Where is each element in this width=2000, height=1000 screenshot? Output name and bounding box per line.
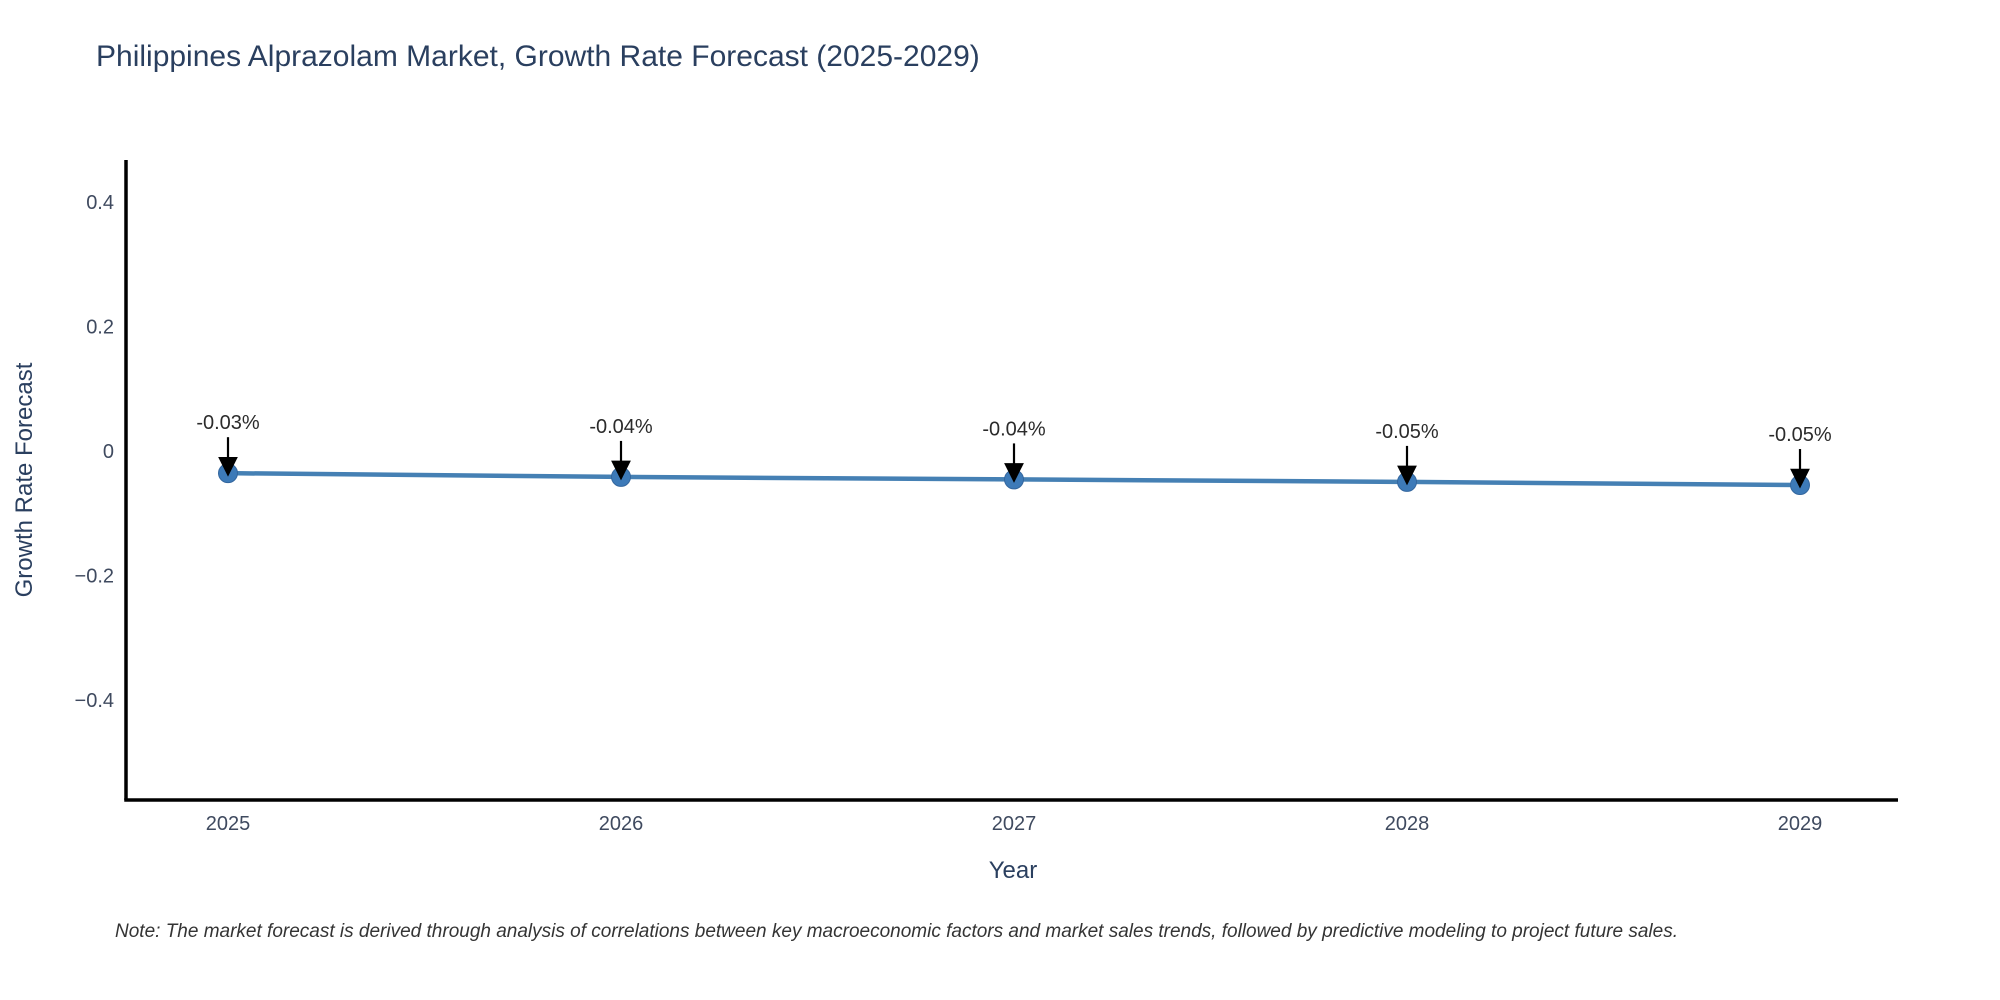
annotation-label: -0.03%	[196, 412, 260, 434]
x-tick-label: 2028	[1385, 813, 1430, 835]
footnote: Note: The market forecast is derived thr…	[115, 921, 1678, 942]
data-point-marker[interactable]	[611, 466, 631, 487]
x-axis-tick-labels: 2025 2026 2027 2028 2029	[206, 813, 1823, 835]
y-tick-label: 0.2	[86, 316, 114, 338]
y-tick-label: −0.4	[75, 690, 114, 712]
annotation-label: -0.05%	[1768, 424, 1832, 446]
chart-title: Philippines Alprazolam Market, Growth Ra…	[96, 40, 980, 73]
y-tick-label: −0.2	[75, 566, 114, 588]
y-axis-tick-labels: 0.4 0.2 0 −0.2 −0.4	[75, 192, 114, 712]
annotation-label: -0.05%	[1375, 421, 1439, 443]
y-tick-label: 0.4	[86, 192, 114, 214]
x-axis-title: Year	[989, 857, 1038, 884]
annotation-label: -0.04%	[982, 418, 1046, 440]
data-point-marker[interactable]	[1004, 469, 1024, 490]
y-tick-label: 0	[103, 441, 114, 463]
y-axis-title: Growth Rate Forecast	[11, 362, 38, 597]
data-point-marker[interactable]	[218, 463, 238, 484]
x-tick-label: 2029	[1778, 813, 1823, 835]
data-annotations: -0.03% -0.04% -0.04% -0.05% -0.05%	[196, 412, 1832, 489]
x-tick-label: 2026	[599, 813, 644, 835]
data-point-marker[interactable]	[1397, 471, 1417, 492]
data-point-marker[interactable]	[1790, 475, 1810, 496]
line-series	[218, 463, 1810, 496]
x-tick-label: 2027	[992, 813, 1037, 835]
x-tick-label: 2025	[206, 813, 251, 835]
annotation-label: -0.04%	[589, 416, 653, 438]
